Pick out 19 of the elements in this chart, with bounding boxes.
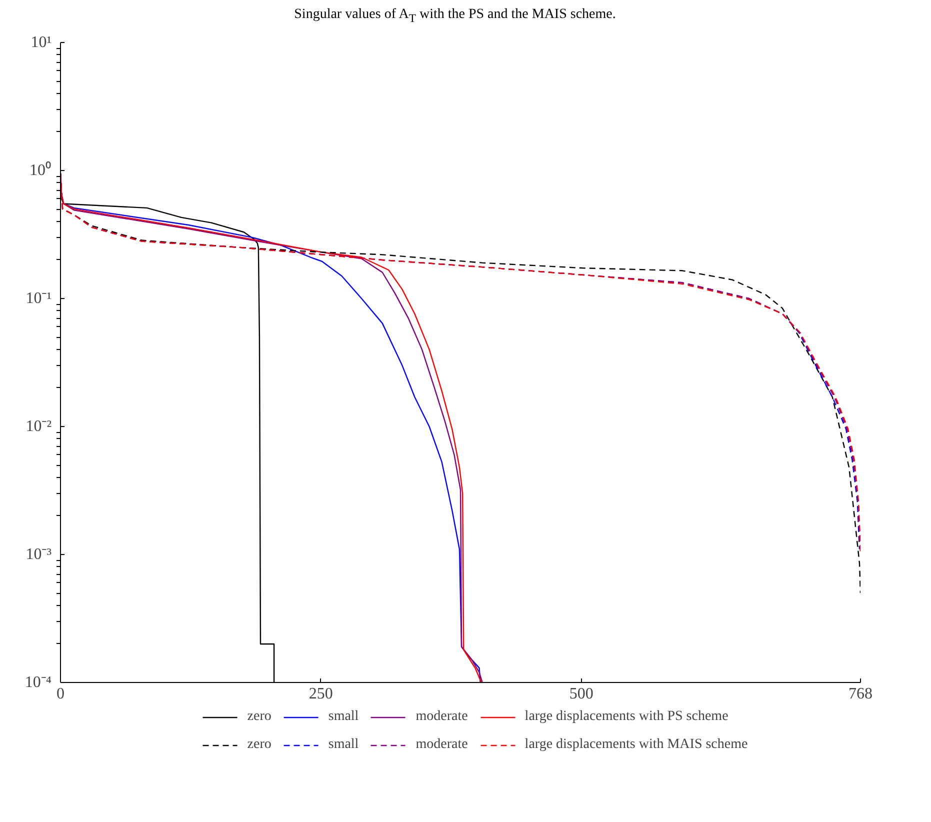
legend-label: small <box>328 709 359 725</box>
legend-label: large displacements with PS scheme <box>524 709 728 725</box>
y-tick-label: 10⁰ <box>30 161 52 179</box>
y-tick-label: 10⁻³ <box>26 546 52 563</box>
y-tick-label: 10⁻² <box>26 418 52 435</box>
legend-label: moderate <box>416 709 468 725</box>
chart-title: Singular values of A$_{T}$ with the PS and the MAIS scheme. <box>294 6 616 27</box>
x-tick-label: 0 <box>56 686 64 702</box>
legend-label: large displacements with MAIS scheme <box>524 737 748 753</box>
y-tick-label: 10¹ <box>30 34 52 51</box>
legend-label: small <box>328 737 359 753</box>
y-tick-label: 10⁻¹ <box>26 290 52 307</box>
x-tick-label: 250 <box>308 686 333 702</box>
legend-label: moderate <box>416 737 468 753</box>
x-tick-label: 768 <box>848 686 872 702</box>
legend-label: zero <box>247 737 272 753</box>
x-tick-label: 500 <box>569 686 594 702</box>
legend-label: zero <box>247 709 272 725</box>
y-tick-label: 10⁻⁴ <box>24 674 52 691</box>
